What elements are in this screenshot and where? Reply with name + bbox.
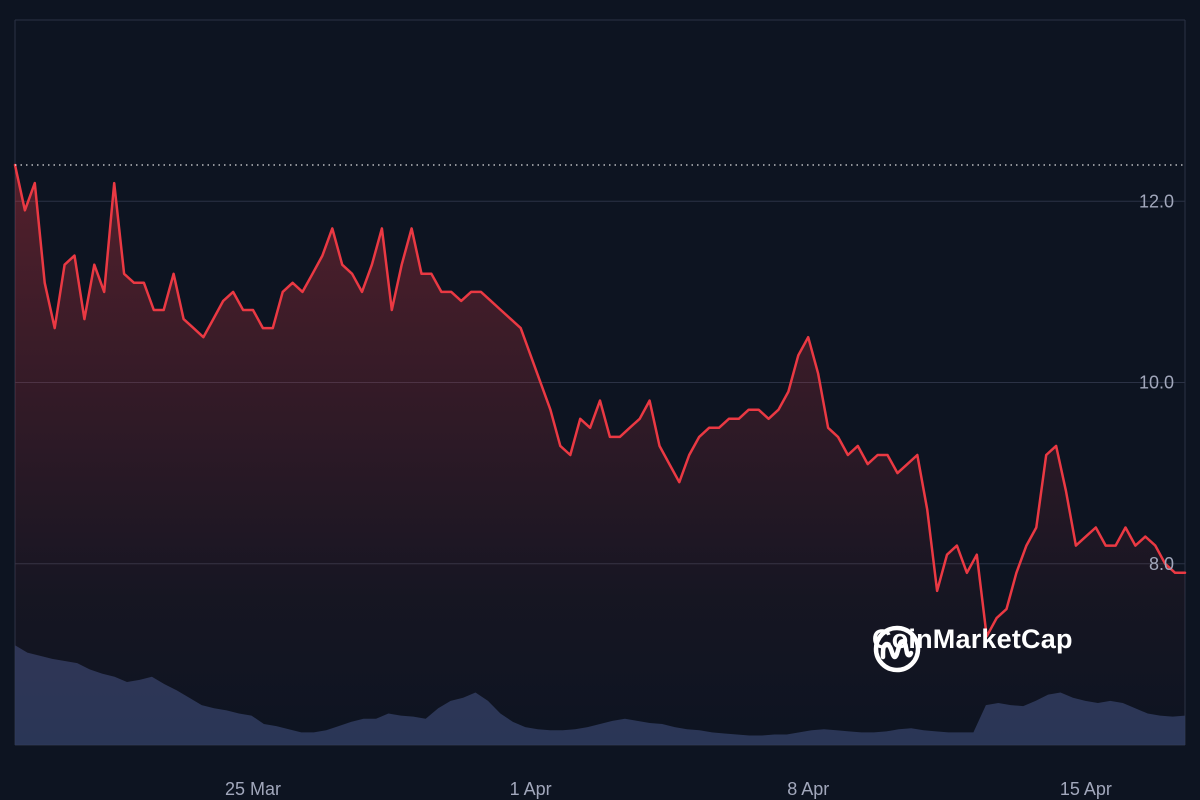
y-axis-ticks: 12.0 10.0 8.0 xyxy=(1139,191,1174,574)
y-tick-label: 10.0 xyxy=(1139,373,1174,393)
x-tick-label: 8 Apr xyxy=(787,779,829,799)
price-line-group xyxy=(13,163,1187,638)
price-area-path xyxy=(15,165,1185,745)
x-tick-label: 15 Apr xyxy=(1060,779,1112,799)
y-tick-label: 12.0 xyxy=(1139,191,1174,211)
x-tick-label: 25 Mar xyxy=(225,779,281,799)
price-line xyxy=(13,163,1187,638)
y-tick-label: 8.0 xyxy=(1149,554,1174,574)
x-tick-label: 1 Apr xyxy=(510,779,552,799)
price-area-fill xyxy=(15,165,1185,745)
coinmarketcap-watermark: CoinMarketCap xyxy=(872,624,1073,673)
coinmarketcap-logo-icon xyxy=(873,625,921,673)
x-axis-ticks: 25 Mar 1 Apr 8 Apr 15 Apr xyxy=(225,779,1112,799)
